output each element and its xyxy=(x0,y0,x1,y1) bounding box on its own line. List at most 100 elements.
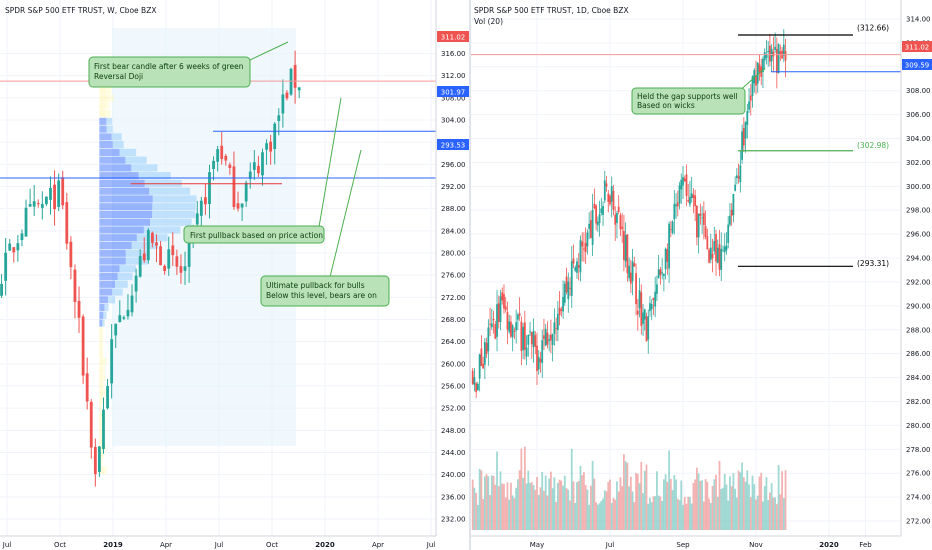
right-y-tick-label: 274.00 xyxy=(906,494,931,502)
right-volume-bar xyxy=(583,472,585,530)
right-candle-body xyxy=(749,95,752,101)
right-candle-body xyxy=(496,304,498,337)
left-annotation-bear-candle[interactable]: First bear candle after 6 weeks of green… xyxy=(88,56,251,88)
left-volume-profile-bar xyxy=(152,203,196,211)
left-x-tick-label: 2020 xyxy=(315,541,335,549)
right-candle-body xyxy=(709,247,712,260)
right-volume-bar xyxy=(563,475,566,530)
right-volume-bar xyxy=(617,491,620,530)
right-candle-body xyxy=(529,331,531,333)
left-candle-body xyxy=(28,204,32,207)
left-annotation-first-pullback[interactable]: First pullback based on price action xyxy=(183,225,325,244)
left-y-tick-label: 276.00 xyxy=(441,272,466,280)
right-candle-body xyxy=(656,284,658,294)
right-volume-bar xyxy=(739,472,742,530)
right-candle-body xyxy=(576,261,578,273)
right-volume-bar xyxy=(765,477,768,530)
right-candle-body xyxy=(784,51,787,61)
left-candle-body xyxy=(40,204,44,208)
right-volume-bar xyxy=(569,500,571,530)
left-candle-body xyxy=(208,172,211,204)
right-volume-bar xyxy=(593,478,596,530)
right-volume-bar xyxy=(713,479,716,530)
right-y-tick-label: 284.00 xyxy=(906,374,931,382)
left-candle-body xyxy=(24,207,28,237)
left-callout-lines xyxy=(249,41,362,278)
right-candle-body xyxy=(723,246,726,253)
right-candle-body xyxy=(591,209,594,245)
left-volume-profile-bar xyxy=(99,412,103,420)
right-candle-body xyxy=(480,348,483,366)
left-candle-body xyxy=(281,94,285,114)
left-volume-profile-bar xyxy=(99,311,104,319)
right-candle-body xyxy=(682,177,684,186)
right-candle-body xyxy=(666,249,669,262)
right-volume-bar xyxy=(656,471,658,530)
left-candle-body xyxy=(89,401,93,448)
right-x-tick-label: 2020 xyxy=(819,541,839,549)
right-volume-bar xyxy=(628,486,631,530)
right-annotation-gap-support[interactable]: Held the gap supports well Based on wick… xyxy=(631,87,746,115)
left-volume-profile-bar xyxy=(104,102,110,110)
left-candle-body xyxy=(224,155,228,161)
right-candle-body xyxy=(690,193,693,199)
left-candle-body xyxy=(179,266,183,273)
right-volume-bar xyxy=(537,494,540,530)
right-candle-body xyxy=(577,265,580,268)
right-candle-body xyxy=(735,175,738,178)
right-candle-body xyxy=(589,220,592,238)
left-volume-profile-bar xyxy=(99,296,108,304)
right-volume-bar xyxy=(482,498,485,530)
right-volume-bar xyxy=(556,482,559,530)
left-candle-body xyxy=(4,252,8,281)
right-candle-body xyxy=(490,323,493,328)
right-volume-bar xyxy=(697,473,700,530)
left-candle-body xyxy=(163,265,167,271)
right-candle-body xyxy=(563,283,566,303)
left-annotation-ultimate-pullback[interactable]: Ultimate pullback for bulls Below this l… xyxy=(260,275,390,307)
right-y-axis: 272.00 274.00 276.00 278.00 280.00 282.00 284.… xyxy=(906,16,931,526)
right-volume-bar xyxy=(565,488,568,530)
right-volume-bar xyxy=(643,470,646,530)
right-x-tick-label: Nov xyxy=(749,541,763,549)
left-volume-profile-bar xyxy=(99,195,153,203)
left-volume-profile-bar xyxy=(117,272,133,281)
left-chart-panel[interactable]: 232.00 236.00 240.00 244.00 248.00 252.00 256.… xyxy=(0,0,469,549)
right-volume-bar xyxy=(734,488,737,530)
left-candle-body xyxy=(171,245,175,256)
right-chart-panel[interactable]: 272.00 274.00 276.00 278.00 280.00 282.00 284.… xyxy=(471,0,932,549)
right-volume-bar xyxy=(727,500,730,530)
right-volume-bar xyxy=(781,471,783,530)
left-volume-profile-bar xyxy=(101,420,103,428)
right-volume-bar xyxy=(515,487,518,530)
right-volume-bar xyxy=(612,497,615,530)
left-candle-body xyxy=(216,149,220,162)
right-volume-bar xyxy=(595,502,597,530)
right-candle-body xyxy=(763,51,766,61)
left-volume-profile-bar xyxy=(99,125,107,133)
right-volume-bar xyxy=(560,480,563,530)
right-candle-body xyxy=(596,221,599,226)
left-volume-profile-bar xyxy=(102,319,105,327)
left-y-tick-label: 296.00 xyxy=(441,161,466,169)
right-candle-body xyxy=(562,296,564,312)
right-candle-body xyxy=(650,304,653,310)
left-volume-profile-bar xyxy=(99,342,102,350)
right-candle-body xyxy=(515,322,518,331)
right-candle-body xyxy=(537,357,540,370)
left-y-tick-label: 308.00 xyxy=(441,94,466,102)
right-volume-bar xyxy=(607,482,610,530)
right-volume-bar xyxy=(744,481,747,530)
right-volume-bar xyxy=(772,497,775,530)
left-volume-profile-bar xyxy=(99,156,126,164)
right-volume-bar xyxy=(529,482,531,530)
right-volume-bar xyxy=(758,476,761,530)
left-volume-profile-bar xyxy=(102,381,105,389)
left-volume-profile-bar xyxy=(99,420,102,428)
right-candle-body xyxy=(629,272,632,284)
right-candle-body xyxy=(551,334,554,345)
right-volume-bar xyxy=(541,471,544,530)
left-y-tick-label: 280.00 xyxy=(441,250,466,258)
left-y-tick-label: 260.00 xyxy=(441,360,466,368)
right-candle-body xyxy=(673,203,676,220)
